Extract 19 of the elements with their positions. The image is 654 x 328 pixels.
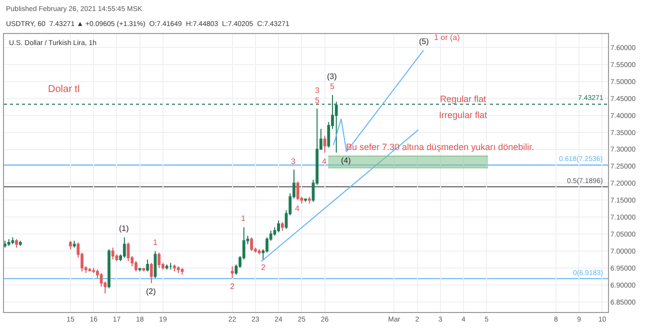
annotation: (1)	[119, 224, 130, 233]
annotation: 5	[330, 82, 335, 91]
annotation: Irregular flat	[439, 110, 488, 120]
annotation: 1	[153, 238, 158, 247]
annotation: 1 or (a)	[434, 33, 460, 42]
annotation: 5	[315, 96, 320, 105]
annotation: 4	[322, 157, 327, 166]
annotation: 4	[295, 204, 300, 213]
annotation: (3)	[327, 72, 338, 81]
annotation: (5)	[419, 37, 430, 46]
annotation: 3	[291, 157, 296, 166]
annotation: Dolar tl	[48, 84, 80, 95]
annotation: 2	[230, 282, 235, 291]
annotation: (4)	[341, 156, 352, 165]
annotation: 1	[241, 214, 246, 223]
annotation: (2)	[146, 287, 156, 296]
annotation: Regular flat	[440, 94, 487, 104]
annotation: 3	[315, 86, 320, 95]
annotation: 2	[261, 263, 266, 272]
